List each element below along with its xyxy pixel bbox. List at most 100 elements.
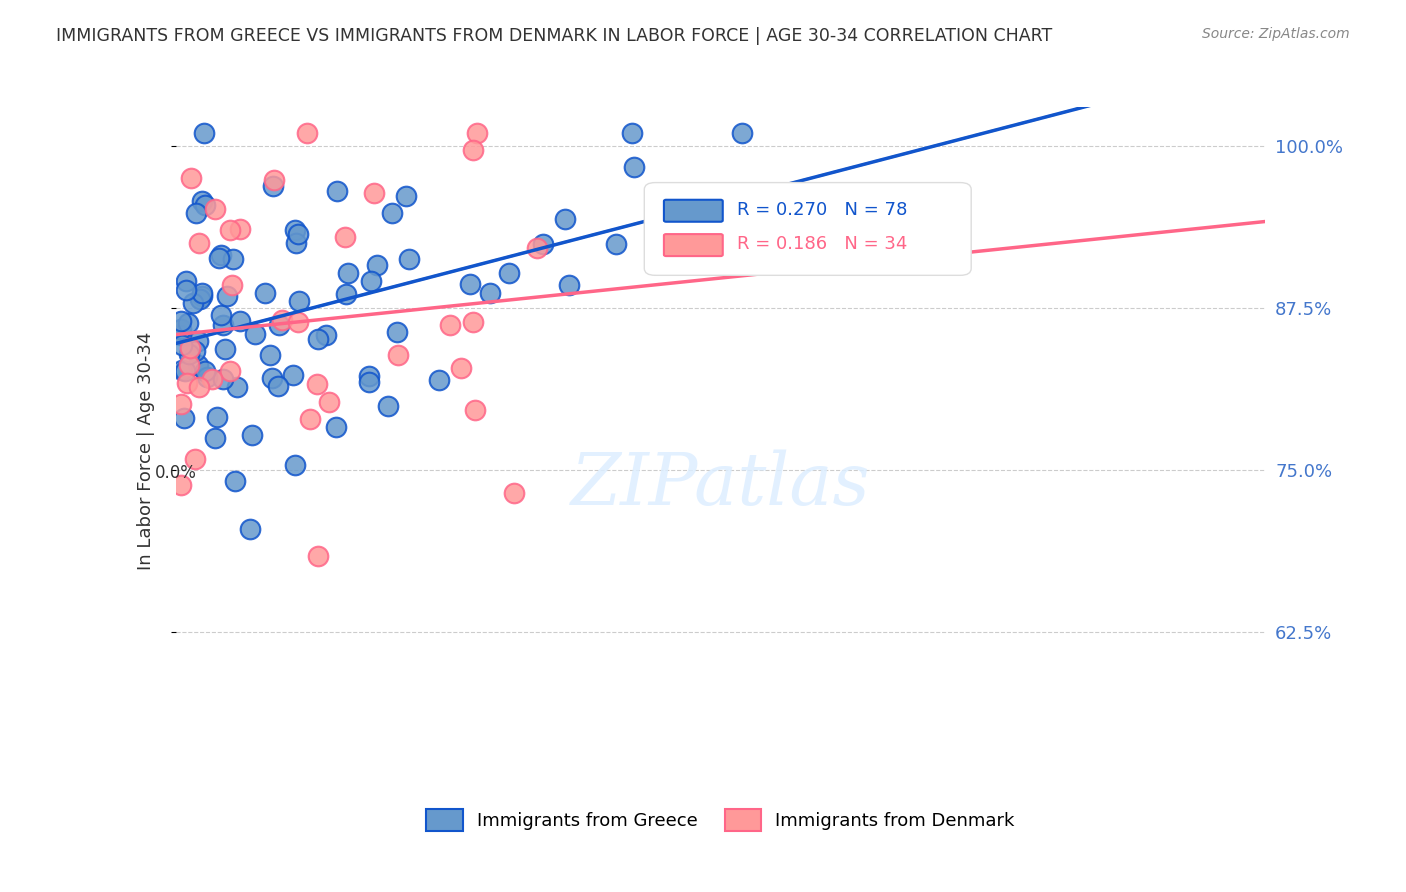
Point — [174, 274, 197, 288]
Point — [173, 411, 195, 425]
Point — [262, 178, 284, 193]
Point — [333, 229, 356, 244]
Point — [201, 372, 224, 386]
Point — [326, 185, 349, 199]
Point — [461, 144, 484, 158]
Point — [180, 171, 202, 186]
Point — [212, 318, 235, 332]
Point — [623, 161, 645, 175]
Point — [208, 251, 231, 265]
Point — [204, 431, 226, 445]
Point — [219, 223, 242, 237]
Point — [170, 337, 193, 351]
Legend: Immigrants from Greece, Immigrants from Denmark: Immigrants from Greece, Immigrants from … — [418, 800, 1024, 839]
FancyBboxPatch shape — [664, 200, 723, 222]
Text: R = 0.270   N = 78: R = 0.270 N = 78 — [737, 201, 907, 219]
Point — [179, 342, 201, 356]
Point — [531, 237, 554, 252]
Point — [621, 126, 644, 140]
Point — [191, 289, 214, 303]
Text: IMMIGRANTS FROM GREECE VS IMMIGRANTS FROM DENMARK IN LABOR FORCE | AGE 30-34 COR: IMMIGRANTS FROM GREECE VS IMMIGRANTS FRO… — [56, 27, 1053, 45]
Point — [287, 315, 309, 329]
Point — [458, 277, 481, 291]
Point — [239, 522, 262, 536]
Point — [226, 380, 249, 394]
Point — [170, 314, 193, 328]
Point — [245, 326, 267, 341]
Text: Source: ZipAtlas.com: Source: ZipAtlas.com — [1202, 27, 1350, 41]
Point — [270, 313, 292, 327]
Point — [335, 287, 357, 301]
Point — [204, 202, 226, 216]
Point — [318, 394, 340, 409]
Point — [187, 380, 209, 394]
Point — [209, 248, 232, 262]
Text: 0.0%: 0.0% — [155, 464, 197, 483]
Point — [385, 325, 408, 339]
Point — [307, 332, 329, 346]
Point — [463, 315, 485, 329]
Point — [170, 327, 193, 342]
Point — [187, 358, 209, 372]
Point — [173, 364, 195, 378]
Point — [240, 428, 263, 442]
Point — [377, 399, 399, 413]
Point — [170, 362, 193, 376]
Point — [395, 189, 418, 203]
Point — [281, 368, 304, 382]
Point — [284, 223, 307, 237]
Point — [498, 266, 520, 280]
Point — [191, 285, 214, 300]
Point — [181, 296, 204, 310]
Point — [381, 206, 404, 220]
Point — [184, 452, 207, 467]
Point — [288, 293, 311, 308]
Point — [263, 173, 285, 187]
Point — [195, 369, 218, 384]
Point — [554, 212, 576, 227]
FancyBboxPatch shape — [644, 183, 972, 276]
Point — [212, 371, 235, 385]
Point — [222, 252, 245, 266]
Point — [254, 285, 277, 300]
Point — [229, 314, 252, 328]
Point — [177, 316, 200, 330]
Point — [217, 289, 239, 303]
Point — [209, 308, 232, 322]
Point — [357, 375, 380, 389]
Point — [184, 343, 207, 358]
Point — [194, 364, 217, 378]
Point — [450, 361, 472, 376]
Point — [558, 278, 581, 293]
Point — [170, 321, 193, 335]
Point — [360, 274, 382, 288]
Point — [526, 242, 548, 256]
Point — [269, 318, 291, 332]
Point — [731, 126, 754, 140]
Point — [503, 486, 526, 500]
Point — [336, 266, 359, 280]
Point — [359, 369, 381, 384]
Point — [224, 474, 246, 488]
Point — [187, 236, 209, 251]
Text: R = 0.186   N = 34: R = 0.186 N = 34 — [737, 235, 907, 253]
Point — [170, 478, 193, 492]
Point — [284, 235, 307, 250]
Point — [467, 126, 489, 140]
Point — [170, 397, 193, 411]
Point — [478, 286, 501, 301]
Point — [284, 458, 307, 472]
Point — [295, 126, 318, 140]
Point — [176, 376, 198, 390]
Point — [366, 259, 388, 273]
Point — [363, 186, 385, 201]
Point — [174, 283, 197, 297]
Y-axis label: In Labor Force | Age 30-34: In Labor Force | Age 30-34 — [136, 331, 155, 570]
Point — [205, 410, 228, 425]
Point — [427, 373, 450, 387]
Point — [214, 342, 236, 356]
Point — [228, 222, 250, 236]
Point — [188, 292, 211, 306]
Point — [187, 334, 209, 348]
Point — [299, 412, 322, 426]
